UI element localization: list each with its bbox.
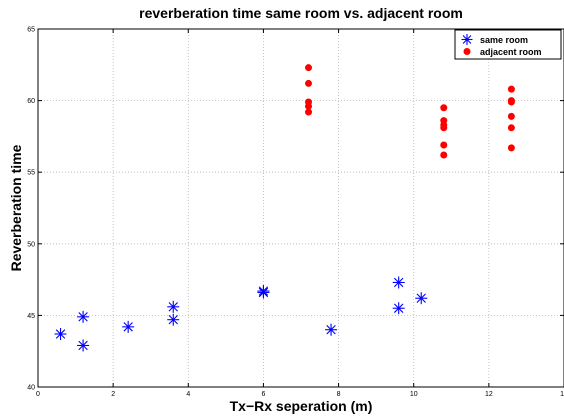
data-point-same-room bbox=[167, 313, 180, 326]
legend-box bbox=[454, 29, 562, 60]
data-point-same-room bbox=[392, 276, 405, 289]
data-point-adjacent-room bbox=[507, 112, 515, 120]
data-point-adjacent-room bbox=[507, 98, 515, 106]
plot-frame bbox=[37, 28, 564, 388]
legend-symbol-same-room bbox=[461, 34, 473, 45]
legend-label-same-room: same room bbox=[480, 35, 528, 45]
series-adjacent-room bbox=[305, 64, 515, 159]
y-tick-label: 60 bbox=[27, 98, 35, 105]
data-point-adjacent-room bbox=[507, 85, 515, 93]
x-axis-label: Tx−Rx seperation (m) bbox=[230, 398, 373, 414]
plot-area bbox=[38, 29, 564, 387]
data-point-adjacent-room bbox=[305, 64, 313, 72]
x-tick-label: 6 bbox=[261, 391, 265, 398]
data-point-adjacent-room bbox=[440, 124, 448, 132]
y-tick-label: 40 bbox=[27, 385, 35, 392]
x-tick-label: 0 bbox=[36, 391, 40, 398]
x-tick-label: 4 bbox=[186, 391, 190, 398]
data-point-same-room bbox=[392, 302, 405, 315]
x-tick-label: 14 bbox=[560, 391, 564, 398]
x-tick-label: 10 bbox=[410, 391, 418, 398]
legend-symbol-adjacent-room bbox=[463, 48, 471, 55]
legend-label-adjacent-room: adjacent room bbox=[480, 47, 542, 57]
data-point-same-room bbox=[77, 310, 90, 323]
data-point-same-room bbox=[325, 323, 338, 336]
chart-title: reverberation time same room vs. adjacen… bbox=[139, 5, 463, 21]
grid bbox=[38, 29, 564, 387]
data-point-same-room bbox=[257, 286, 270, 299]
data-marks bbox=[54, 64, 515, 352]
x-tick-label: 12 bbox=[485, 391, 493, 398]
data-point-adjacent-room bbox=[305, 79, 313, 87]
data-point-same-room bbox=[77, 339, 90, 352]
y-tick-label: 50 bbox=[27, 241, 35, 248]
y-tick-label: 45 bbox=[27, 313, 35, 320]
data-point-adjacent-room bbox=[507, 124, 515, 132]
y-tick-label: 55 bbox=[27, 170, 35, 177]
data-point-adjacent-room bbox=[440, 104, 448, 112]
y-axis-label: Reverberation time bbox=[8, 144, 24, 271]
data-point-same-room bbox=[122, 320, 135, 333]
x-tick-label: 8 bbox=[337, 391, 341, 398]
series-same-room bbox=[54, 276, 428, 352]
x-tick-label: 2 bbox=[111, 391, 115, 398]
data-point-same-room bbox=[167, 300, 180, 313]
y-tick-label: 65 bbox=[27, 27, 35, 34]
data-point-adjacent-room bbox=[440, 151, 448, 159]
legend: same room adjacent room bbox=[454, 29, 562, 60]
data-point-same-room bbox=[415, 292, 428, 305]
data-point-adjacent-room bbox=[507, 144, 515, 152]
data-point-adjacent-room bbox=[305, 102, 313, 110]
data-point-same-room bbox=[54, 328, 67, 341]
data-point-adjacent-room bbox=[440, 141, 448, 149]
axis-ticks: 0 2 4 6 8 10 12 14 40 45 50 55 60 65 bbox=[27, 27, 564, 398]
data-point-adjacent-room bbox=[305, 108, 313, 116]
